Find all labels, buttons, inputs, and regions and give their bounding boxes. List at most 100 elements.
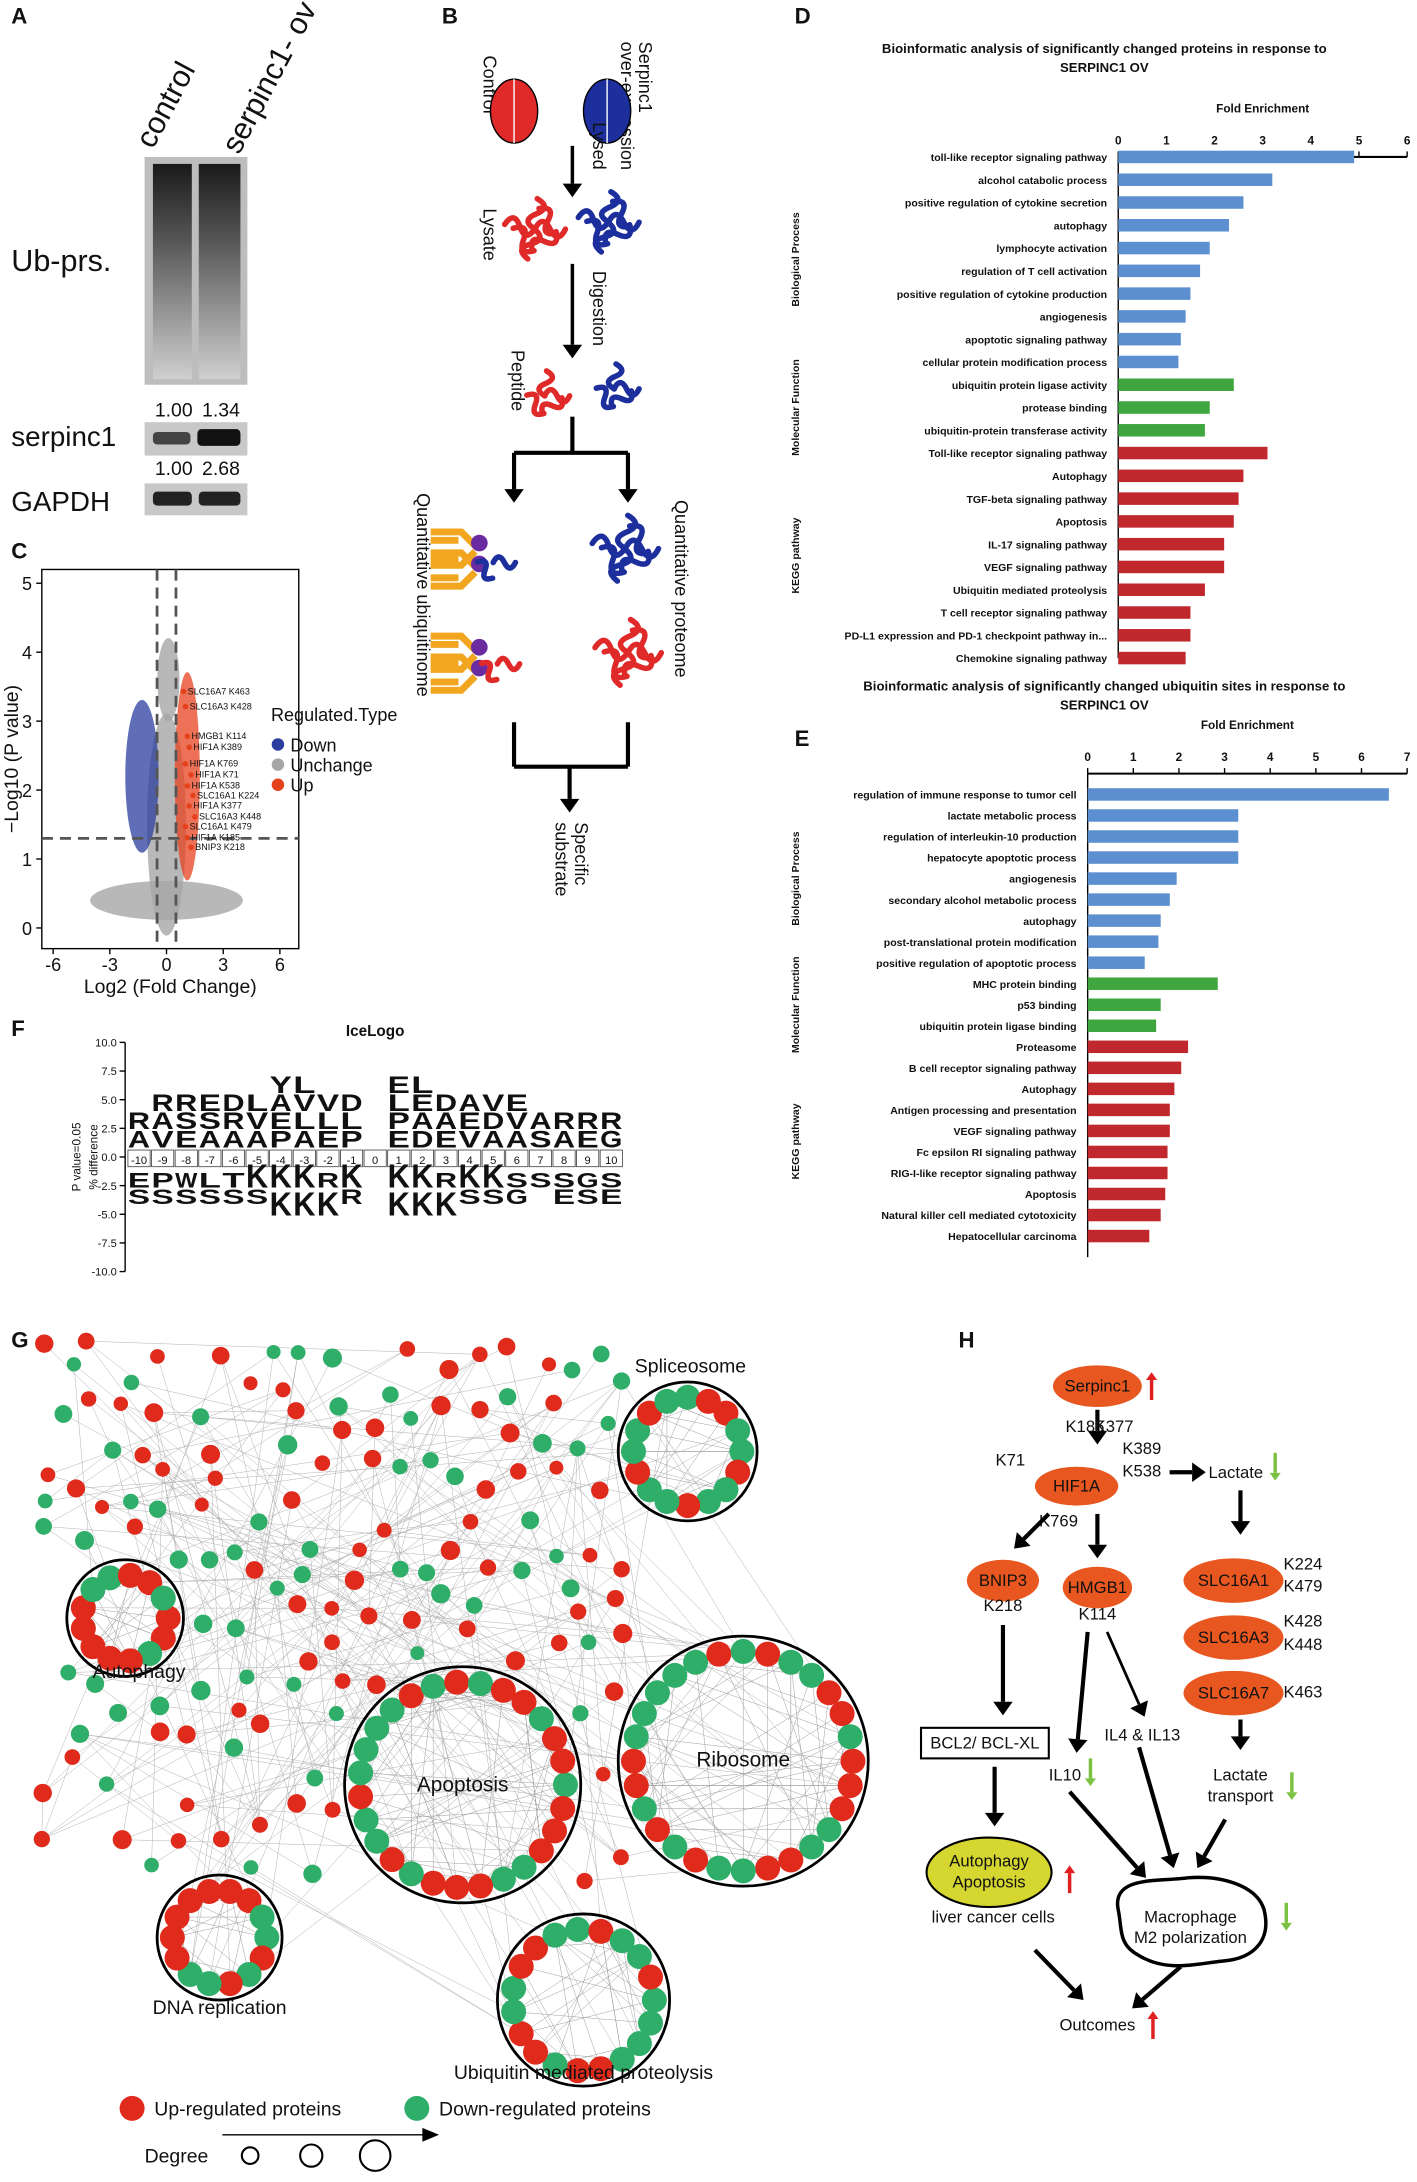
logo-letter: L (340, 1109, 362, 1135)
network-edge (84, 1540, 418, 1654)
position-label: -7 (205, 1155, 215, 1167)
network-node (580, 1634, 597, 1651)
network-node (600, 1415, 616, 1431)
panel-label: E (795, 726, 810, 751)
network-node (636, 1477, 662, 1503)
logo-letter: S (458, 1186, 480, 1209)
node-box (919, 1726, 1050, 1760)
network-edge (657, 1785, 851, 1830)
network-node (117, 1648, 143, 1674)
network-node (333, 1420, 352, 1440)
logo-letter: K (388, 1186, 410, 1223)
network-edge (456, 1808, 563, 1888)
network-edge (513, 2011, 578, 2071)
bar (1087, 956, 1145, 969)
x-tick-label: -3 (102, 955, 118, 975)
network-edge (479, 1409, 609, 1424)
logo-letter: E (388, 1073, 410, 1099)
category-label: Autophagy (1021, 1084, 1076, 1096)
antibody (430, 549, 478, 590)
network-edge (83, 1607, 169, 1619)
arrow-head (1087, 1544, 1108, 1559)
bar (1118, 469, 1244, 483)
category-label: MHC protein binding (973, 979, 1077, 991)
network-node (70, 1724, 90, 1743)
network-node (245, 1561, 264, 1579)
logo-letter: A (222, 1127, 244, 1153)
logo-letter: S (529, 1170, 551, 1193)
ratio: 2.68 (202, 458, 240, 480)
network-edge (666, 1401, 738, 1431)
network-node (196, 1971, 222, 1997)
network-node (511, 1689, 537, 1715)
y-tick-label: 2 (22, 781, 32, 801)
network-edge (410, 1418, 457, 1888)
row-label: GAPDH (11, 486, 110, 517)
network-node (778, 1649, 804, 1675)
network-node (637, 2010, 663, 2036)
cluster-outline (343, 1665, 583, 1905)
network-node (501, 1975, 527, 2001)
arrow-head (1286, 1792, 1298, 1801)
position-label: 10 (605, 1155, 617, 1167)
network-edge (234, 1552, 333, 1810)
network-edge (503, 1448, 578, 1880)
legend-label: Up-regulated proteins (154, 2098, 341, 2120)
bar (1087, 1061, 1182, 1075)
network-edge (342, 1489, 487, 1682)
position-box (340, 1149, 364, 1168)
group-label: KEGG pathway (790, 1103, 802, 1179)
chart-title: SERPINC1 OV (1060, 60, 1149, 75)
y-axis-label: % difference (86, 1124, 100, 1190)
network-node (596, 1766, 611, 1782)
network-edge (554, 2043, 640, 2066)
chart-title: Bioinformatic analysis of significantly … (882, 41, 1327, 56)
network-node (706, 1855, 732, 1881)
network-edge (47, 1389, 284, 1476)
logo-letter: G (600, 1127, 622, 1153)
network-node (398, 1861, 424, 1887)
category-label: Toll-like receptor signaling pathway (929, 448, 1108, 460)
x-tick-label: 0 (1115, 133, 1122, 147)
arrow-shaft (1105, 1631, 1141, 1705)
logo-letter: D (482, 1109, 504, 1135)
cluster-label: DNA replication (153, 1997, 287, 2019)
bar (1118, 424, 1205, 437)
x-axis-label: Fold Enrichment (1216, 102, 1309, 116)
point (188, 844, 194, 851)
panel-label: A (11, 4, 27, 29)
antibody (430, 528, 478, 569)
bar (1087, 893, 1170, 906)
node-label: HMGB1 (1068, 1578, 1127, 1597)
position-box (269, 1149, 293, 1168)
network-node (37, 1493, 53, 1509)
category-label: VEGF signaling pathway (984, 562, 1107, 574)
position-label: 0 (372, 1155, 378, 1167)
logo-letter: P (270, 1127, 292, 1153)
network-node (277, 1435, 298, 1455)
label: Lysate (479, 208, 499, 261)
network-node (211, 1346, 230, 1365)
network-edge (440, 1405, 504, 1880)
node-label: liver cancer cells (932, 1907, 1055, 1926)
network-edge (208, 1405, 442, 1892)
network-edge (542, 1443, 843, 1809)
arrow-head (984, 1812, 1005, 1827)
x-tick-label: 6 (1404, 133, 1411, 147)
network-edge (88, 1398, 113, 1451)
network-edge (302, 1467, 557, 1575)
network-node (290, 1345, 306, 1360)
network-edge (309, 1549, 333, 1810)
network-node (303, 1864, 322, 1884)
network-edge (266, 1660, 516, 1938)
network-edge (657, 1713, 843, 1830)
network-edge (384, 1423, 609, 1531)
network-node (144, 1403, 164, 1423)
molecule (519, 226, 543, 262)
bar (1087, 872, 1177, 885)
x-tick-label: 5 (1356, 133, 1363, 147)
point-label: HMGB1 K114 (191, 731, 246, 741)
point (182, 703, 189, 710)
point (184, 834, 191, 841)
position-box (221, 1149, 246, 1168)
